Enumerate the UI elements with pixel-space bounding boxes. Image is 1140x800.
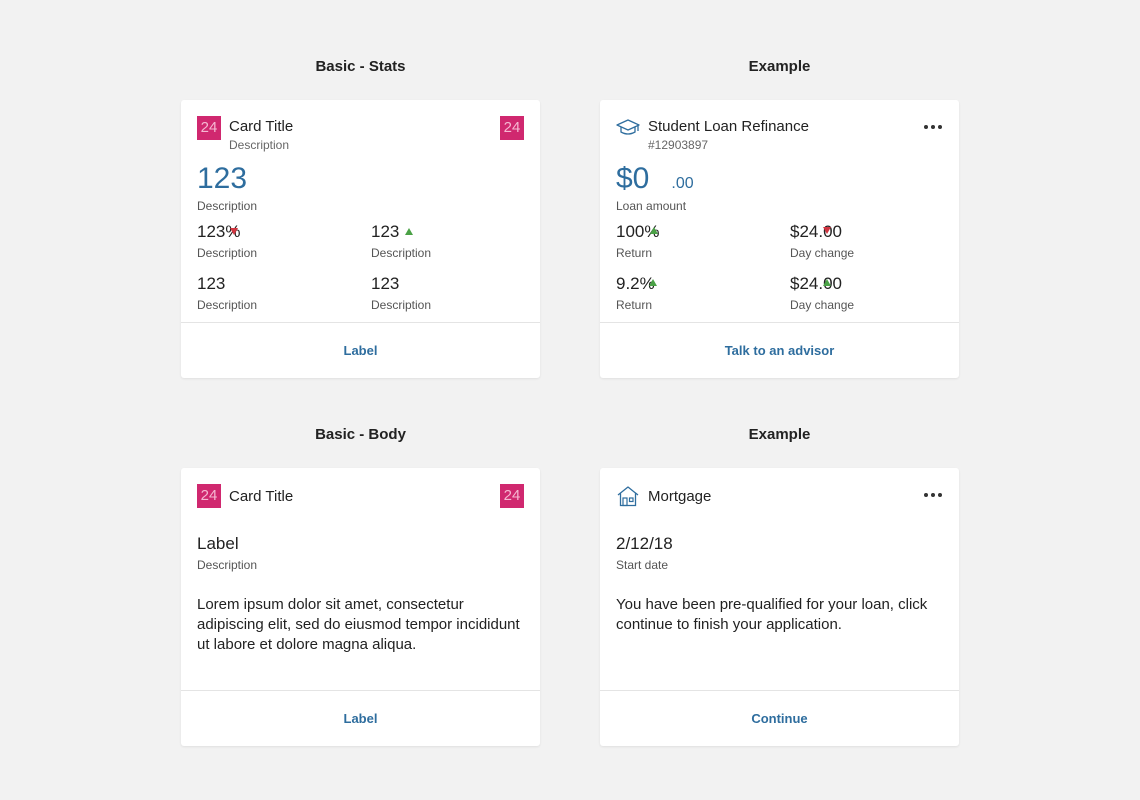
mortgage-card: Mortgage 2/12/18 Start date You have bee… xyxy=(600,468,959,746)
stat-value: 100% xyxy=(616,222,660,241)
stat-value: 123 xyxy=(371,222,413,242)
card-header: Student Loan Refinance #12903897 xyxy=(616,116,943,156)
stat-description: Description xyxy=(197,246,258,260)
stat-item: $24.00 Day change xyxy=(790,274,940,312)
card-header: Mortgage xyxy=(616,484,943,524)
stats-card: 24 Card Title Description 24 123 Descrip… xyxy=(181,100,540,378)
card-subtitle: #12903897 xyxy=(648,138,709,152)
stat-description: Description xyxy=(371,246,432,260)
trend-down-icon xyxy=(823,227,831,234)
badge-placeholder-icon[interactable]: 24 xyxy=(500,116,524,140)
stat-value: 123% xyxy=(197,222,241,241)
trend-up-icon xyxy=(405,228,413,235)
continue-button[interactable]: Continue xyxy=(751,711,808,726)
body-text: Lorem ipsum dolor sit amet, consectetur … xyxy=(197,596,520,653)
stat-item: 100% Return xyxy=(616,222,766,260)
trend-up-icon xyxy=(823,279,831,286)
card-subtitle: Description xyxy=(229,138,290,152)
card-header: 24 Card Title Description 24 xyxy=(197,116,524,156)
card-footer: Continue xyxy=(600,690,959,746)
stat-item: $24.00 Day change xyxy=(790,222,940,260)
stat-item: 9.2% Return xyxy=(616,274,766,312)
section-title-basic-stats: Basic - Stats xyxy=(315,58,406,75)
body-description: Description xyxy=(197,558,258,572)
stat-description: Description xyxy=(371,298,432,312)
footer-link-button[interactable]: Label xyxy=(343,343,378,358)
card-title: Card Title xyxy=(229,488,294,505)
stat-value: 123 xyxy=(371,274,400,293)
loan-amount-value: $0.00 xyxy=(616,162,694,195)
section-title-basic-body: Basic - Body xyxy=(315,426,406,443)
loan-amount-label: Loan amount xyxy=(616,199,687,213)
card-title: Student Loan Refinance xyxy=(648,118,809,135)
badge-placeholder-icon[interactable]: 24 xyxy=(500,484,524,508)
big-stat-label: Description xyxy=(197,199,258,213)
card-footer: Label xyxy=(181,322,540,378)
stat-description: Day change xyxy=(790,298,855,312)
card-title: Mortgage xyxy=(648,488,712,505)
trend-up-icon xyxy=(650,227,658,234)
stat-item: 123 Description xyxy=(371,274,521,312)
card-footer: Talk to an advisor xyxy=(600,322,959,378)
student-loan-card: Student Loan Refinance #12903897 $0.00 L… xyxy=(600,100,959,378)
body-text: You have been pre-qualified for your loa… xyxy=(616,596,928,633)
start-date-label: Start date xyxy=(616,558,669,572)
stat-description: Return xyxy=(616,246,653,260)
body-card: 24 Card Title 24 Label Description Lorem… xyxy=(181,468,540,746)
card-title: Card Title xyxy=(229,118,294,135)
more-options-icon[interactable] xyxy=(923,490,943,500)
loan-amount-cents: .00 xyxy=(671,175,694,192)
section-title-example: Example xyxy=(748,426,811,443)
talk-to-advisor-button[interactable]: Talk to an advisor xyxy=(724,343,835,358)
stat-description: Description xyxy=(197,298,258,312)
stat-description: Return xyxy=(616,298,653,312)
stat-value: $24.00 xyxy=(790,222,842,241)
card-header: 24 Card Title 24 xyxy=(197,484,524,524)
stat-description: Day change xyxy=(790,246,855,260)
badge-placeholder-icon: 24 xyxy=(197,484,221,508)
footer-link-button[interactable]: Label xyxy=(343,711,378,726)
card-footer: Label xyxy=(181,690,540,746)
stat-value: $24.00 xyxy=(790,274,842,293)
house-icon xyxy=(617,486,639,507)
more-options-icon[interactable] xyxy=(923,122,943,132)
stat-value: 9.2% xyxy=(616,274,657,294)
stat-item: 123% Description xyxy=(197,222,347,260)
trend-up-icon xyxy=(649,279,657,286)
trend-down-icon xyxy=(230,228,238,235)
body-label: Label xyxy=(197,534,239,553)
stat-item: 123 Description xyxy=(197,274,347,312)
start-date-value: 2/12/18 xyxy=(616,534,673,553)
big-stat-value: 123 xyxy=(197,162,248,195)
stat-value: 123 xyxy=(197,274,226,293)
badge-placeholder-icon: 24 xyxy=(197,116,221,140)
stat-item: 123 Description xyxy=(371,222,521,260)
section-title-example: Example xyxy=(748,58,811,75)
graduation-cap-icon xyxy=(616,119,640,135)
